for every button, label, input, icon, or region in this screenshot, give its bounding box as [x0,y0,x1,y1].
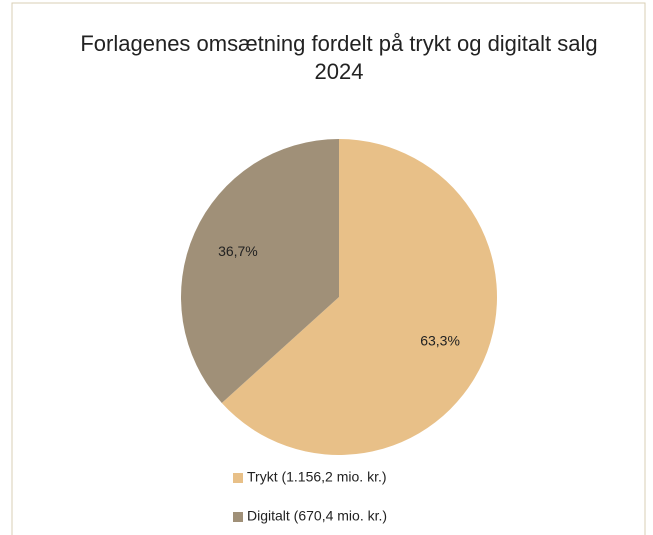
data-label: 63,3% [420,333,460,349]
legend-label: Trykt (1.156,2 mio. kr.) [247,469,387,485]
chart-title-block: Forlagenes omsætning fordelt på trykt og… [64,30,614,86]
data-label: 36,7% [218,243,258,259]
legend-swatch [233,512,243,522]
legend-swatch [233,473,243,483]
chart-title: Forlagenes omsætning fordelt på trykt og… [80,31,598,56]
pie-slice [181,139,339,403]
chart-border [11,2,646,535]
pie-slice [221,139,498,456]
chart-subtitle: 2024 [314,59,364,84]
legend-label: Digitalt (670,4 mio. kr.) [247,508,387,524]
